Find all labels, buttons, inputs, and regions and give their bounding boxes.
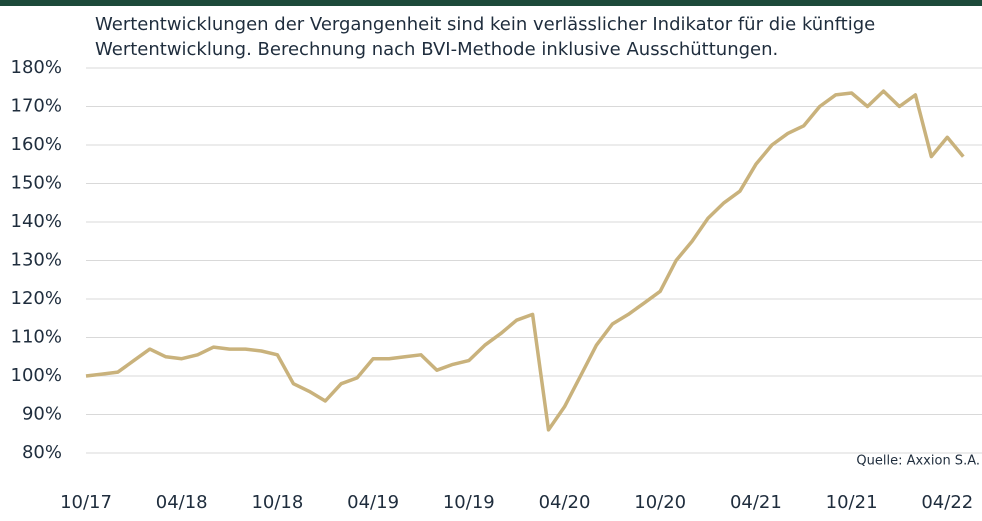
y-tick-label: 150% <box>11 173 62 194</box>
subtitle: Wertentwicklung. Berechnung nach BVI-Met… <box>95 39 778 60</box>
y-tick-label: 170% <box>11 96 62 117</box>
y-tick-label: 140% <box>11 211 62 232</box>
subtitle: Wertentwicklungen der Vergangenheit sind… <box>95 14 875 35</box>
x-tick-label: 04/18 <box>156 492 208 513</box>
x-tick-label: 04/21 <box>730 492 782 513</box>
x-tick-label: 04/22 <box>921 492 973 513</box>
x-tick-label: 10/19 <box>443 492 495 513</box>
data-line <box>85 89 965 432</box>
x-tick-label: 10/18 <box>251 492 303 513</box>
y-tick-label: 180% <box>11 57 62 78</box>
source-note: Quelle: Axxion S.A. <box>856 454 980 469</box>
x-tick-label: 10/21 <box>826 492 878 513</box>
x-tick-label: 04/19 <box>347 492 399 513</box>
x-tick-label: 10/20 <box>634 492 686 513</box>
y-tick-label: 120% <box>11 288 62 309</box>
y-tick-label: 100% <box>11 365 62 386</box>
y-tick-label: 110% <box>11 327 62 348</box>
y-tick-label: 80% <box>22 442 62 463</box>
y-tick-label: 90% <box>22 404 62 425</box>
y-tick-label: 130% <box>11 250 62 271</box>
x-tick-label: 10/17 <box>60 492 112 513</box>
top-bar <box>0 0 982 6</box>
x-tick-label: 04/20 <box>539 492 591 513</box>
y-tick-label: 160% <box>11 134 62 155</box>
